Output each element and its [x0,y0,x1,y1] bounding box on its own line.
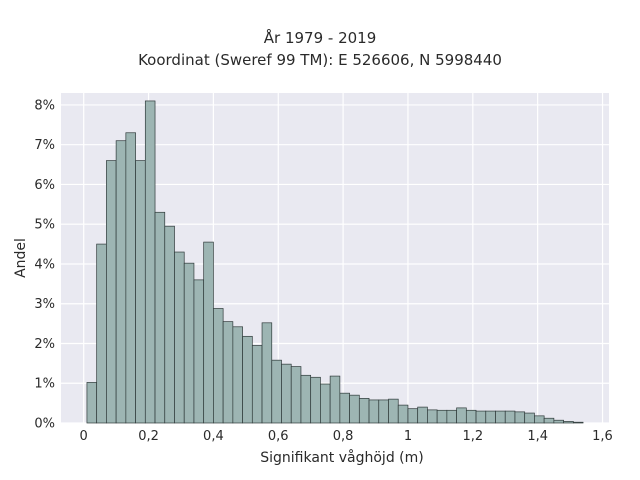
histogram-bar-15 [232,326,243,424]
histogram-bar-41 [485,410,496,424]
histogram-bar-34 [417,406,428,424]
histogram-bar-29 [368,399,380,424]
histogram-bar-21 [290,366,302,424]
y-tick-label-7: 7% [34,138,55,153]
histogram-bar-45 [524,412,535,424]
histogram-bar-25 [329,375,341,424]
y-tick-label-3: 3% [34,297,55,312]
histogram-bar-16 [242,335,253,424]
histogram-bar-31 [388,398,399,424]
histogram-bar-4 [125,132,136,424]
histogram-bar-38 [456,407,467,424]
histogram-bar-43 [504,410,516,424]
y-tick-label-0: 0% [34,417,55,432]
histogram-bar-33 [407,408,419,424]
x-tick-label-2: 0,4 [203,429,224,444]
histogram-bar-46 [534,415,545,424]
chart-title-line-2: Koordinat (Sweref 99 TM): E 526606, N 59… [138,51,502,69]
histogram-bar-0 [86,382,98,424]
histogram-bar-27 [349,394,360,424]
x-tick-label-4: 0,8 [333,429,354,444]
histogram-bar-5 [135,160,146,424]
y-tick-labels: 0% 1% 2% 3% 4% 5% 6% 7% 8% [34,98,55,431]
x-tick-label-6: 1,2 [462,429,483,444]
histogram-bar-35 [427,409,438,424]
histogram-bar-2 [106,160,117,424]
x-tick-labels: 0 0,2 0,4 0,6 0,8 1 1,2 1,4 1,6 [80,429,613,444]
histogram-bar-22 [300,374,312,424]
histogram-bar-49 [563,421,574,424]
x-tick-label-5: 1 [404,429,412,444]
histogram-bar-9 [174,251,185,424]
y-tick-label-2: 2% [34,337,55,352]
y-axis-label: Andel [13,238,29,278]
histogram-bar-19 [271,359,282,424]
y-tick-label-4: 4% [34,257,55,272]
x-tick-label-8: 1,6 [592,429,613,444]
histogram-bar-11 [193,279,205,424]
histogram-bar-37 [446,409,457,424]
x-tick-label-7: 1,4 [527,429,548,444]
x-tick-label-1: 0,2 [138,429,159,444]
histogram-bar-36 [436,409,448,424]
histogram-bar-18 [261,322,273,424]
x-axis-label: Signifikant våghöjd (m) [260,449,423,466]
histogram-bar-50 [572,421,584,424]
histogram-bar-24 [320,383,331,424]
histogram-bar-48 [553,419,564,424]
histogram-bar-7 [154,211,166,424]
y-tick-label-5: 5% [34,218,55,233]
y-tick-label-8: 8% [34,98,55,113]
chart-title-line-1: År 1979 - 2019 [263,29,377,47]
histogram-bar-8 [164,225,175,424]
histogram-bar-28 [358,397,370,424]
histogram-bar-40 [475,410,487,424]
histogram-bar-6 [144,100,156,424]
histogram-bar-3 [115,140,127,424]
histogram-bar-42 [495,410,506,424]
histogram-bar-39 [465,409,477,424]
histogram-bar-47 [543,417,555,424]
histogram-bar-13 [213,308,224,424]
histogram-bar-30 [378,399,389,424]
histogram-bar-23 [310,376,321,424]
y-tick-label-1: 1% [34,377,55,392]
x-tick-label-0: 0 [80,429,88,444]
histogram-bar-44 [514,411,526,424]
histogram-bar-14 [222,321,234,424]
histogram-bar-1 [96,243,107,424]
x-tick-label-3: 0,6 [268,429,289,444]
histogram-bar-20 [281,363,292,424]
y-tick-label-6: 6% [34,178,55,193]
bar-layer [86,100,584,424]
histogram-bar-12 [203,241,214,424]
histogram-bar-26 [339,392,350,424]
histogram-bar-17 [251,345,263,424]
histogram-bar-32 [397,404,409,424]
histogram-bar-10 [183,262,195,424]
